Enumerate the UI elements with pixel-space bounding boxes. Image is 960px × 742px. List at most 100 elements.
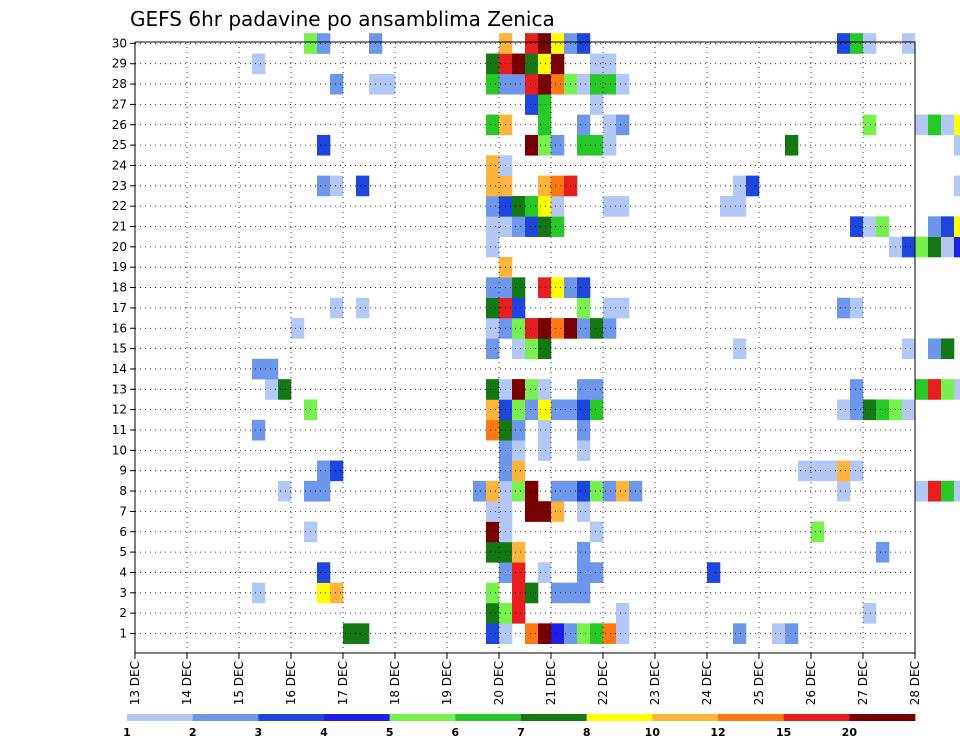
- heatmap-cell: [863, 33, 877, 54]
- heatmap-cell: [525, 480, 539, 502]
- heatmap-cell: [525, 501, 539, 522]
- heatmap-cell: [512, 297, 526, 319]
- heatmap-cell: [525, 216, 539, 237]
- heatmap-cell: [538, 399, 552, 421]
- heatmap-cell: [538, 73, 552, 95]
- heatmap-cell: [798, 460, 812, 482]
- heatmap-cell: [512, 195, 526, 217]
- heatmap-cell: [330, 460, 344, 482]
- heatmap-cell: [291, 318, 305, 339]
- heatmap-cell: [512, 73, 526, 95]
- heatmap-cell: [577, 33, 591, 54]
- heatmap-cell: [785, 623, 799, 644]
- heatmap-cell: [538, 501, 552, 522]
- x-tick-label: 24 DEC: [700, 661, 714, 705]
- heatmap-cell: [590, 480, 604, 502]
- heatmap-cell: [486, 480, 500, 502]
- heatmap-cell: [538, 562, 552, 583]
- heatmap-cell: [603, 297, 617, 319]
- y-tick-label: 24: [112, 158, 127, 172]
- heatmap-cell: [278, 480, 292, 502]
- heatmap-cell: [928, 338, 942, 360]
- y-tick-label: 1: [119, 627, 127, 641]
- heatmap-cell: [915, 379, 929, 400]
- heatmap-cell: [876, 541, 890, 563]
- heatmap-cell: [538, 33, 552, 54]
- heatmap-cell: [733, 175, 747, 197]
- heatmap-cell: [941, 379, 955, 400]
- x-tick-label: 14 DEC: [180, 661, 194, 705]
- y-tick-label: 10: [112, 443, 127, 457]
- heatmap-cell: [941, 236, 955, 258]
- y-tick-label: 27: [112, 97, 127, 111]
- y-tick-label: 12: [112, 403, 127, 417]
- heatmap-cell: [486, 623, 500, 644]
- heatmap-cell: [512, 419, 526, 441]
- heatmap-cell: [954, 236, 960, 258]
- colorbar-label: 20: [842, 726, 858, 739]
- heatmap-cell: [928, 236, 942, 258]
- heatmap-cell: [486, 582, 500, 604]
- heatmap-cell: [538, 277, 552, 299]
- heatmap-cell: [772, 623, 786, 644]
- heatmap-cell: [863, 602, 877, 624]
- heatmap-cell: [551, 582, 565, 604]
- y-tick-label: 6: [119, 525, 127, 539]
- heatmap-cell: [317, 460, 331, 482]
- y-tick-label: 16: [112, 321, 127, 335]
- heatmap-cell: [915, 114, 929, 136]
- x-tick-label: 17 DEC: [336, 661, 350, 705]
- x-axis-ticks: 13 DEC 14 DEC 15 DEC 16 DEC 17 DEC 18 DEC 19 D…: [128, 653, 922, 705]
- x-tick-label: 25 DEC: [752, 661, 766, 705]
- heatmap-cell: [317, 480, 331, 502]
- heatmap-cell: [317, 562, 331, 583]
- y-tick-label: 17: [112, 301, 127, 315]
- heatmap-cell: [941, 216, 955, 237]
- heatmap-cell: [603, 318, 617, 339]
- heatmap-cell: [486, 175, 500, 197]
- heatmap-cell: [811, 521, 825, 543]
- colorbar-swatch: [127, 714, 194, 721]
- heatmap-cell: [603, 480, 617, 502]
- heatmap-cell: [954, 480, 960, 502]
- heatmap-cell: [590, 521, 604, 543]
- heatmap-cell: [603, 114, 617, 136]
- y-tick-label: 30: [112, 36, 127, 50]
- heatmap-cell: [616, 480, 630, 502]
- heatmap-cell: [590, 94, 604, 115]
- colorbar-label: 3: [255, 726, 263, 739]
- heatmap-cell: [876, 399, 890, 421]
- heatmap-cell: [382, 73, 396, 95]
- heatmap-cell: [551, 501, 565, 522]
- heatmap-cell: [486, 419, 500, 441]
- heatmap-cell: [850, 460, 864, 482]
- heatmap-cell: [603, 73, 617, 95]
- y-tick-label: 13: [112, 382, 127, 396]
- colorbar-label: 1: [123, 726, 131, 739]
- heatmap-cell: [577, 297, 591, 319]
- heatmap-cell: [577, 501, 591, 522]
- heatmap-cell: [356, 623, 370, 644]
- heatmap-cell: [590, 318, 604, 339]
- heatmap-cell: [330, 582, 344, 604]
- heatmap-cell: [577, 582, 591, 604]
- heatmap-cell: [850, 399, 864, 421]
- x-tick-label: 28 DEC: [908, 661, 922, 705]
- heatmap-cell: [356, 297, 370, 319]
- heatmap-cell: [577, 134, 591, 156]
- heatmap-cell: [954, 134, 960, 156]
- heatmap-cell: [252, 358, 266, 380]
- heatmap-cell: [538, 175, 552, 197]
- colorbar-label: 8: [583, 726, 591, 739]
- colorbar-swatch: [455, 714, 522, 721]
- colorbar-swatch: [258, 714, 325, 721]
- heatmap-cell: [525, 338, 539, 360]
- heatmap-cell: [252, 582, 266, 604]
- x-tick-label: 16 DEC: [284, 661, 298, 705]
- heatmap-cell: [577, 541, 591, 563]
- heatmap-cell: [863, 399, 877, 421]
- heatmap-cell: [512, 602, 526, 624]
- heatmap-cell: [902, 236, 916, 258]
- y-tick-label: 8: [119, 484, 127, 498]
- heatmap-cell: [330, 297, 344, 319]
